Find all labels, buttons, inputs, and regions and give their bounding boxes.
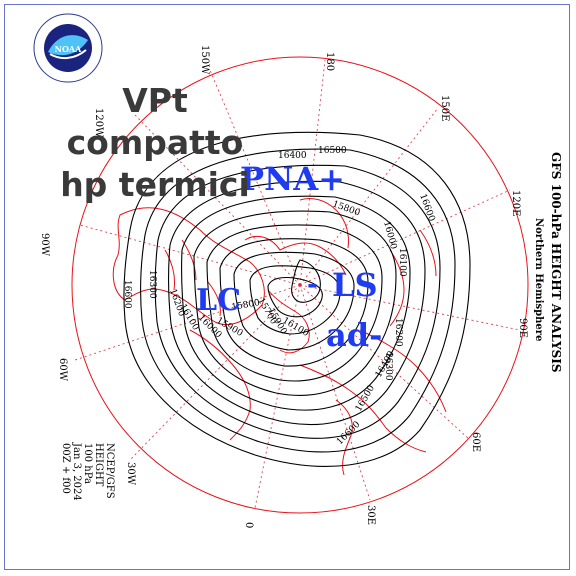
- longitude-label-30e: 30E: [365, 505, 376, 525]
- longitude-label-120e: 120E: [510, 190, 521, 216]
- map-title-line2: Northern Hemisphere: [533, 218, 544, 341]
- contour-label: 16500: [354, 383, 377, 413]
- height-contours: [123, 131, 471, 467]
- contour-label: 16600: [122, 280, 132, 309]
- contour-label: 16400: [278, 151, 307, 161]
- longitude-label-60w: 60W: [57, 358, 68, 382]
- overlay-lc: LC: [196, 283, 241, 318]
- longitude-label-150e: 150E: [439, 95, 450, 121]
- longitude-label-90w: 90W: [39, 233, 50, 257]
- longitude-label-60e: 60E: [470, 432, 481, 452]
- longitude-label-90e: 90E: [517, 318, 528, 338]
- overlay-ls: LS: [332, 266, 378, 304]
- contour-label: 16600: [335, 420, 363, 448]
- meridian-grid: [74, 59, 521, 509]
- longitude-label-150w: 150W: [199, 45, 210, 75]
- noaa-logo: NOAA: [33, 13, 103, 83]
- map-title: GFS 100-hPa HEIGHT ANALYSIS Northern Hem…: [533, 152, 563, 373]
- contour-label: 16200: [393, 318, 403, 347]
- coastlines: [112, 197, 447, 476]
- map-title-line1: GFS 100-hPa HEIGHT ANALYSIS: [549, 152, 563, 373]
- contour-label: 15800: [231, 298, 261, 313]
- map-boundary: [71, 56, 529, 514]
- longitude-label-0: 0: [243, 522, 254, 528]
- noaa-emblem-text: NOAA: [55, 44, 82, 54]
- info-block: NCEP/GFS HEIGHT 100 hPa Jan 3, 2024 00Z …: [60, 442, 115, 501]
- contour-label: 15800: [331, 199, 362, 218]
- overlay-title-line1: VPt compatto: [66, 81, 244, 162]
- annotation-overlay: PNA+ LC LS ad- -: [196, 160, 382, 354]
- info-line: 100 hPa: [82, 443, 93, 484]
- contour-label: 16300: [383, 352, 393, 381]
- overlay-title-line2: hp termici: [60, 165, 250, 204]
- overlay-pna: PNA+: [240, 160, 345, 198]
- contour-label: 16500: [318, 146, 347, 156]
- contour-label: 16000: [381, 220, 398, 251]
- info-line: HEIGHT: [93, 443, 104, 487]
- longitude-label-30w: 30W: [125, 462, 136, 486]
- longitude-label-120w: 120W: [93, 108, 104, 138]
- contour-label: 16300: [147, 270, 157, 299]
- overlay-title: VPt compatto hp termici: [30, 80, 280, 206]
- info-line: Jan 3, 2024: [71, 442, 82, 501]
- info-line: 00Z + f00: [60, 443, 71, 494]
- longitude-labels: 180 150E 120E 90E 60E 30E 0 30W 60W 90W …: [39, 45, 528, 528]
- overlay-dash: -: [307, 270, 318, 300]
- image-frame: [4, 4, 570, 570]
- contour-label: 16100: [397, 248, 407, 277]
- overlay-ad: ad-: [326, 316, 382, 354]
- longitude-label-180: 180: [324, 52, 335, 71]
- info-line: NCEP/GFS: [104, 443, 115, 499]
